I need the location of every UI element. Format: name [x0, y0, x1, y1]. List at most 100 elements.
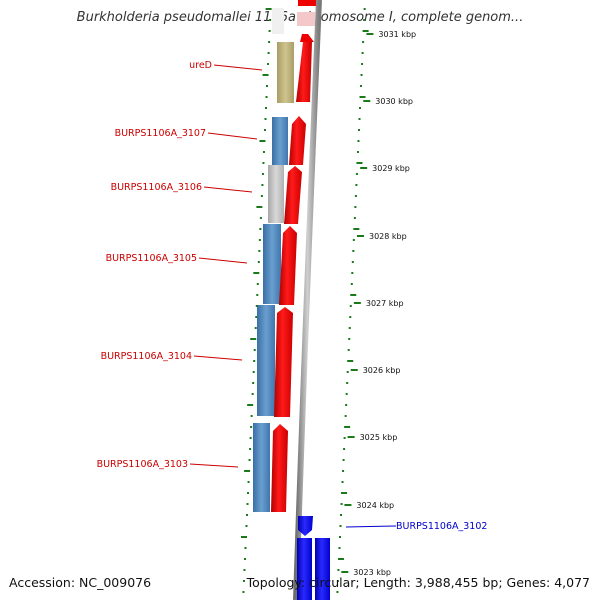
tick-left — [260, 195, 263, 197]
kbp-tick — [360, 167, 368, 169]
cog-box-3105 — [263, 224, 281, 304]
tick-left — [247, 404, 254, 406]
tick-right — [338, 536, 341, 538]
tick-left — [240, 536, 247, 538]
tick-right — [340, 514, 343, 516]
tick-right — [351, 261, 354, 263]
tick-left — [256, 283, 259, 285]
callout-line — [207, 132, 258, 140]
kbp-tick — [356, 235, 364, 237]
tick-right — [354, 195, 357, 197]
kbp-label: 3023 kbp — [353, 568, 391, 577]
tick-left — [255, 305, 258, 307]
tick-left — [257, 261, 260, 263]
kbp-tick — [347, 436, 355, 438]
tick-left — [247, 492, 250, 494]
tick-right — [337, 569, 340, 571]
tick-right — [348, 338, 351, 340]
topology-text: Topology: circular; Length: 3,988,455 bp… — [246, 575, 590, 590]
gene-label[interactable]: BURPS1106A_3102 — [396, 521, 487, 532]
tick-left — [246, 514, 249, 516]
kbp-label: 3029 kbp — [372, 164, 410, 173]
tick-left — [263, 129, 266, 131]
tick-right — [346, 371, 349, 373]
kbp-label: 3025 kbp — [360, 433, 398, 442]
gene-arrow-3105[interactable] — [279, 226, 297, 305]
tick-right — [346, 382, 349, 384]
tick-left — [251, 393, 254, 395]
kbp-label: 3031 kbp — [378, 30, 416, 39]
tick-left — [246, 503, 249, 505]
tick-right — [345, 393, 348, 395]
tick-right — [361, 52, 364, 54]
gene-arrow-forward-next[interactable] — [315, 538, 330, 600]
gene-arrow-ured[interactable] — [296, 34, 312, 102]
callout-line — [198, 257, 248, 264]
gene-label[interactable]: BURPS1106A_3103 — [97, 459, 188, 470]
tick-right — [337, 558, 344, 560]
tick-left — [269, 19, 272, 21]
gene-label[interactable]: ureD — [189, 60, 212, 71]
gene-arrow-3102-next[interactable] — [297, 538, 312, 600]
tick-right — [353, 217, 356, 219]
tick-left — [249, 437, 252, 439]
tick-left — [244, 547, 247, 549]
gene-label[interactable]: BURPS1106A_3106 — [111, 182, 202, 193]
tick-left — [267, 52, 270, 54]
tick-left — [265, 8, 272, 10]
tick-left — [243, 569, 246, 571]
kbp-label: 3030 kbp — [375, 97, 413, 106]
kbp-tick — [353, 302, 361, 304]
kbp-scale: 3031 kbp 3030 kbp 3029 kbp 3028 kbp 3027 kbp… — [341, 30, 416, 577]
tick-right — [357, 140, 360, 142]
tick-left — [242, 591, 245, 593]
tick-left — [256, 294, 259, 296]
gene-arrow-3102[interactable] — [298, 516, 313, 536]
callout-line — [213, 64, 263, 71]
tick-left — [252, 382, 255, 384]
tick-right — [343, 437, 346, 439]
tick-left — [268, 30, 271, 32]
tick-right — [352, 250, 355, 252]
tick-left — [252, 371, 255, 373]
gene-arrow-3104[interactable] — [274, 307, 293, 417]
gene-arrow-3106[interactable] — [284, 166, 302, 224]
tick-right — [354, 206, 357, 208]
tick-right — [347, 360, 354, 362]
tick-right — [347, 349, 350, 351]
tick-left — [253, 272, 260, 274]
tick-right — [349, 305, 352, 307]
tick-left — [261, 173, 264, 175]
tick-right — [344, 415, 347, 417]
tick-right — [345, 404, 348, 406]
tick-right — [356, 162, 363, 164]
gene-arrow-3103[interactable] — [271, 424, 288, 512]
tick-left — [259, 217, 262, 219]
callout-line — [345, 525, 397, 528]
tick-right — [348, 327, 351, 329]
callout-line — [193, 355, 243, 361]
tick-left — [243, 558, 246, 560]
tick-right — [340, 503, 343, 505]
tick-left — [262, 74, 269, 76]
gene-label[interactable]: BURPS1106A_3104 — [101, 351, 192, 362]
gene-label[interactable]: BURPS1106A_3105 — [106, 253, 197, 264]
cog-box-ured — [277, 42, 294, 103]
tick-left — [250, 426, 253, 428]
tick-left — [258, 250, 261, 252]
kbp-tick — [344, 504, 352, 506]
tick-right — [350, 283, 353, 285]
gene-arrow-offscreen-top — [272, 0, 316, 34]
tick-left — [261, 184, 264, 186]
tick-right — [360, 85, 363, 87]
gene-label[interactable]: BURPS1106A_3107 — [115, 128, 206, 139]
tick-left — [259, 140, 266, 142]
tick-left — [262, 162, 265, 164]
tick-left — [254, 327, 257, 329]
kbp-tick — [363, 100, 371, 102]
tick-left — [253, 360, 256, 362]
accession-text: Accession: NC_009076 — [9, 575, 152, 590]
gene-arrow-3107[interactable] — [289, 116, 306, 165]
cog-box-3107 — [272, 117, 288, 165]
